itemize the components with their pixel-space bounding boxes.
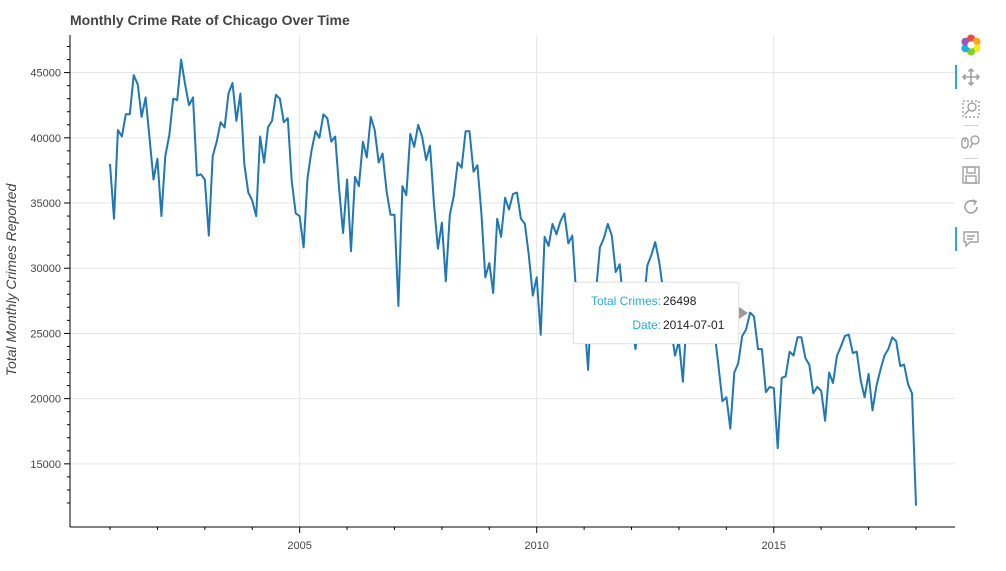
tooltip-row-date: Date: 2014-07-01 — [574, 318, 738, 334]
bokeh-logo-icon[interactable] — [955, 33, 987, 57]
series-line-0[interactable] — [109, 58, 917, 506]
y-tick-label: 40000 — [30, 133, 61, 145]
save-tool-button[interactable] — [955, 163, 987, 187]
x-tick-label: 2005 — [287, 540, 311, 552]
tooltip-key-total: Total Crimes: — [590, 294, 661, 308]
tooltip-value-date: 2014-07-01 — [663, 318, 725, 332]
y-tick-label: 20000 — [30, 394, 61, 406]
y-tick-label: 45000 — [30, 68, 61, 80]
y-axis-label: Total Monthly Crimes Reported — [3, 183, 19, 377]
toolbar-divider — [964, 125, 978, 126]
x-tick-label: 2015 — [762, 540, 786, 552]
pan-tool-button[interactable] — [955, 65, 987, 89]
y-tick-label: 35000 — [30, 198, 61, 210]
axes: 15000 20000 25000 30000 35000 40000 45000 2005 2… — [30, 35, 955, 552]
pan-icon — [961, 67, 981, 87]
y-tick-label: 25000 — [30, 328, 61, 340]
box-zoom-icon — [962, 100, 980, 118]
chart-title: Monthly Crime Rate of Chicago Over Time — [70, 12, 350, 28]
grid — [70, 35, 955, 527]
save-icon — [962, 166, 980, 184]
hover-tool-button[interactable] — [955, 227, 987, 251]
tooltip-pointer — [739, 307, 748, 319]
wheel-zoom-icon — [961, 135, 980, 149]
tooltip-key-date: Date: — [632, 318, 661, 332]
reset-icon — [964, 199, 978, 214]
hover-icon — [963, 231, 979, 248]
hover-tooltip: Total Crimes: 26498 Date: 2014-07-01 — [573, 282, 748, 344]
toolbar-divider — [964, 158, 978, 159]
series-layer — [109, 58, 917, 506]
y-tick-label: 15000 — [30, 459, 61, 471]
box-zoom-tool-button[interactable] — [955, 97, 987, 121]
wheel-zoom-tool-button[interactable] — [955, 130, 987, 154]
y-tick-label: 30000 — [30, 263, 61, 275]
x-tick-label: 2010 — [524, 540, 548, 552]
tooltip-value-total: 26498 — [663, 294, 697, 308]
tooltip-row-total: Total Crimes: 26498 — [574, 294, 738, 310]
reset-tool-button[interactable] — [955, 195, 987, 219]
chart-toolbar — [955, 33, 987, 259]
